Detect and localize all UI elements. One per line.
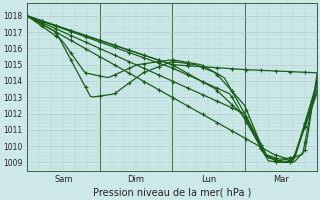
X-axis label: Pression niveau de la mer( hPa ): Pression niveau de la mer( hPa ) [93, 187, 251, 197]
